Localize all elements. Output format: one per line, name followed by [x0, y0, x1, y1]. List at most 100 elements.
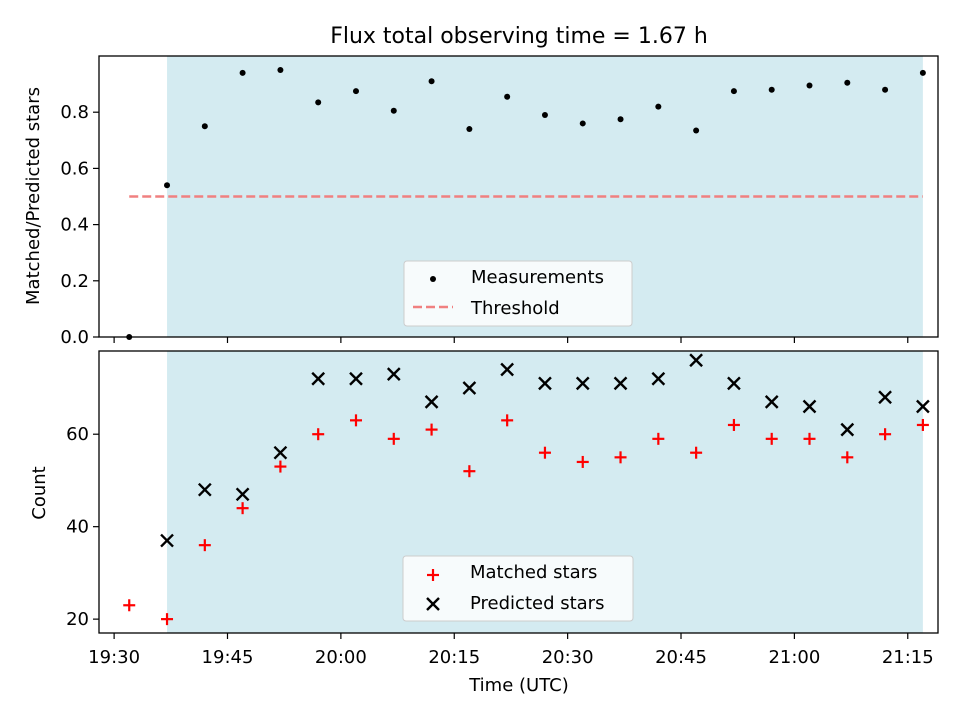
x-tick-label: 20:15 [428, 647, 480, 668]
matched-stars-point [916, 418, 929, 431]
ratio-y-axis-ticks: 0.0 0.2 0.4 0.6 0.8 [60, 102, 99, 348]
measurements-point [390, 107, 397, 114]
y-tick-label: 0.8 [60, 102, 89, 123]
predicted-stars-point [311, 371, 326, 386]
matched-stars-point [841, 451, 854, 464]
count-x-axis-ticks: 19:30 19:45 20:00 20:15 20:30 20:45 21:00 21:15 [88, 633, 934, 668]
measurements-point [768, 86, 775, 93]
y-tick-label: 20 [66, 609, 89, 630]
legend-marker-measurements [430, 276, 436, 282]
x-tick-label: 21:15 [882, 647, 934, 668]
predicted-stars-point [916, 399, 930, 414]
measurements-point [164, 182, 171, 189]
x-tick-label: 19:30 [88, 647, 140, 668]
ratio-legend-box [403, 260, 633, 327]
x-tick-label: 20:30 [542, 647, 594, 668]
ratio-legend: Measurements Threshold [403, 260, 633, 327]
matched-stars-point [425, 423, 438, 436]
predicted-stars-point [538, 376, 552, 391]
measurements-point [466, 126, 473, 133]
ratio-panel: 0.00.20.40.60.8 Matched/Predicted stars … [23, 55, 939, 348]
ratio-plot-frame [98, 55, 939, 338]
measurements-point [693, 127, 700, 134]
matched-stars-point [123, 599, 136, 612]
matched-stars-point [652, 432, 665, 445]
measurements-point [504, 93, 511, 100]
measurements-point [352, 88, 359, 95]
matched-stars-point [501, 414, 514, 427]
matched-stars-point [463, 465, 476, 478]
legend-label-predicted-stars: Predicted stars [470, 593, 604, 614]
count-y-axis-label: Count [29, 466, 50, 519]
count-marks [123, 353, 930, 626]
x-tick-label: 21:00 [768, 647, 820, 668]
measurements-point [730, 88, 737, 95]
predicted-stars-point [651, 371, 666, 386]
matched-stars-point [274, 460, 287, 473]
predicted-stars-point [802, 399, 817, 414]
ratio-marks [126, 67, 926, 340]
predicted-stars-point [462, 381, 477, 395]
matched-stars-point [879, 428, 892, 441]
measurements-point [315, 99, 322, 106]
ratio-x-axis-ticks [113, 337, 909, 343]
count-legend-box [402, 555, 634, 622]
matched-stars-point [198, 539, 211, 552]
legend-label-matched-stars: Matched stars [470, 562, 597, 583]
matched-stars-point [765, 432, 778, 445]
predicted-stars-point [689, 353, 703, 368]
y-tick-label: 0.0 [60, 327, 89, 348]
x-tick-label: 20:00 [315, 647, 367, 668]
predicted-stars-point [878, 390, 892, 405]
y-tick-label: 60 [66, 424, 89, 445]
x-axis-label: Time (UTC) [468, 675, 569, 696]
matched-stars-point [312, 428, 325, 441]
measurements-point [844, 79, 851, 86]
predicted-stars-point [613, 376, 628, 391]
matched-stars-point [538, 446, 551, 459]
measurements-point [919, 69, 926, 76]
predicted-stars-point [575, 376, 590, 391]
measurements-point [882, 86, 889, 93]
predicted-stars-point [235, 487, 250, 502]
matched-stars-point [387, 432, 400, 445]
predicted-stars-point [386, 367, 401, 381]
y-tick-label: 0.6 [60, 158, 89, 179]
legend-label-threshold: Threshold [470, 298, 560, 319]
y-tick-label: 40 [66, 517, 89, 538]
legend-marker-matched-stars [427, 569, 439, 581]
matched-stars-point [727, 418, 740, 431]
count-y-axis-ticks: 20 40 60 [66, 424, 99, 630]
measurements-point [428, 78, 435, 85]
y-tick-label: 0.4 [60, 215, 89, 236]
matched-stars-point [236, 502, 249, 515]
measurements-point [617, 116, 624, 123]
count-plot-frame [98, 350, 939, 634]
measurements-point [655, 103, 662, 110]
measurements-point [277, 67, 284, 74]
predicted-stars-point [197, 482, 212, 497]
matched-stars-point [690, 446, 703, 459]
measurements-point [239, 69, 246, 76]
measurements-point [806, 82, 813, 89]
predicted-stars-point [349, 371, 363, 386]
predicted-stars-point [840, 422, 855, 437]
matched-stars-point [576, 455, 589, 468]
predicted-stars-point [273, 445, 288, 460]
predicted-stars-point [160, 533, 174, 548]
predicted-stars-point [424, 395, 439, 409]
predicted-stars-point [764, 395, 779, 409]
ratio-y-axis-label: Matched/Predicted stars [23, 87, 44, 305]
measurements-point [201, 123, 208, 130]
legend-marker-predicted-stars [426, 597, 440, 611]
count-legend: Matched stars Predicted stars [402, 555, 634, 622]
matched-stars-point [614, 451, 627, 464]
legend-label-measurements: Measurements [471, 267, 604, 288]
x-tick-label: 20:45 [655, 647, 707, 668]
measurements-point [579, 120, 586, 127]
chart-title: Flux total observing time = 1.67 h [330, 24, 708, 49]
predicted-stars-point [727, 376, 741, 391]
measurements-point [541, 112, 548, 119]
matched-stars-point [349, 414, 362, 427]
